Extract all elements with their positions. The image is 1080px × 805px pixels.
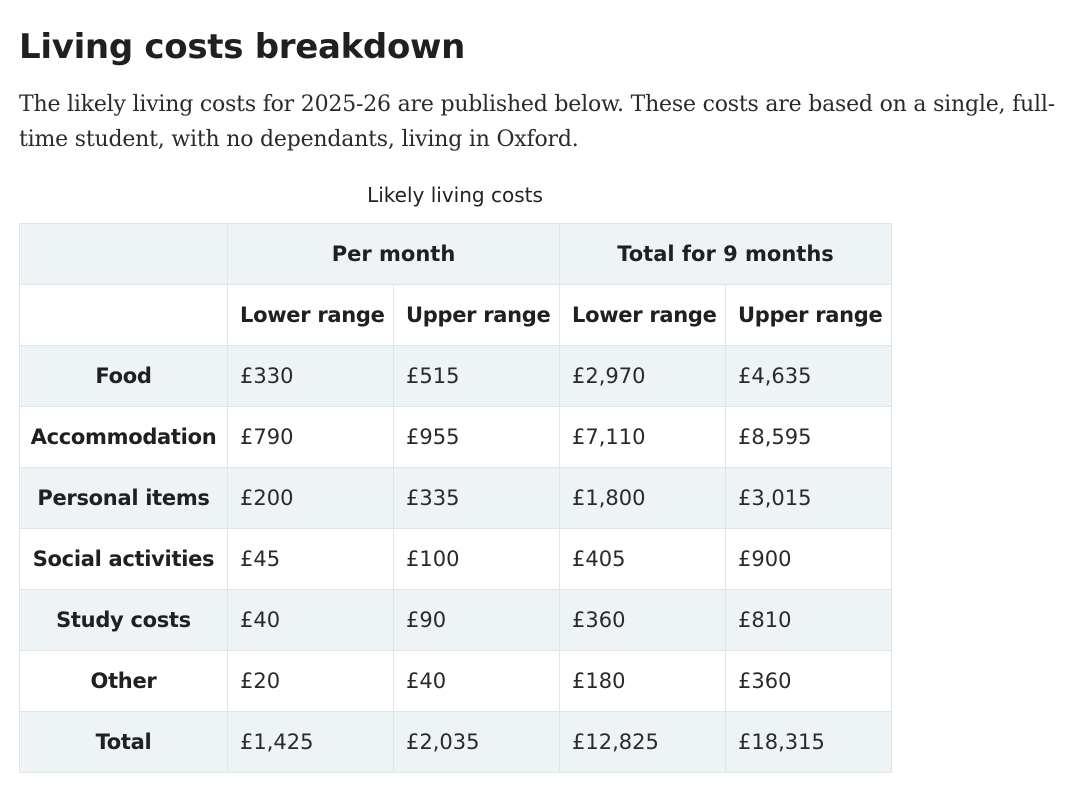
cell-value: £360 <box>559 589 726 651</box>
row-label: Social activities <box>19 528 228 590</box>
cell-value: £810 <box>725 589 892 651</box>
cell-value: £2,035 <box>393 711 560 773</box>
cell-value: £1,425 <box>227 711 394 773</box>
subheader-monthly-lower: Lower range <box>227 284 394 346</box>
cell-value: £7,110 <box>559 406 726 468</box>
cell-value: £200 <box>227 467 394 529</box>
table-row: Accommodation £790 £955 £7,110 £8,595 <box>19 406 892 468</box>
cell-value: £40 <box>227 589 394 651</box>
cell-value: £790 <box>227 406 394 468</box>
cell-value: £90 <box>393 589 560 651</box>
table-row: Food £330 £515 £2,970 £4,635 <box>19 345 892 407</box>
intro-paragraph: The likely living costs for 2025-26 are … <box>19 92 1055 152</box>
cell-value: £360 <box>725 650 892 712</box>
cell-value: £45 <box>227 528 394 590</box>
row-label: Total <box>19 711 228 773</box>
table-row: Other £20 £40 £180 £360 <box>19 650 892 712</box>
subheader-monthly-upper: Upper range <box>393 284 560 346</box>
cell-value: £2,970 <box>559 345 726 407</box>
header-per-month: Per month <box>227 223 560 285</box>
cell-value: £900 <box>725 528 892 590</box>
cell-value: £955 <box>393 406 560 468</box>
cell-value: £405 <box>559 528 726 590</box>
table-group-header-row: Per month Total for 9 months <box>19 223 892 285</box>
table-row-total: Total £1,425 £2,035 £12,825 £18,315 <box>19 711 892 773</box>
row-label: Accommodation <box>19 406 228 468</box>
cell-value: £40 <box>393 650 560 712</box>
row-label: Food <box>19 345 228 407</box>
row-label: Study costs <box>19 589 228 651</box>
subheader-total-upper: Upper range <box>725 284 892 346</box>
cell-value: £180 <box>559 650 726 712</box>
cell-value: £20 <box>227 650 394 712</box>
table-row: Social activities £45 £100 £405 £900 <box>19 528 892 590</box>
table-row: Study costs £40 £90 £360 £810 <box>19 589 892 651</box>
table-row: Personal items £200 £335 £1,800 £3,015 <box>19 467 892 529</box>
cell-value: £515 <box>393 345 560 407</box>
table-sub-header-row: Lower range Upper range Lower range Uppe… <box>19 284 892 346</box>
cell-value: £100 <box>393 528 560 590</box>
row-label: Other <box>19 650 228 712</box>
cell-value: £1,800 <box>559 467 726 529</box>
cell-value: £8,595 <box>725 406 892 468</box>
subheader-total-lower: Lower range <box>559 284 726 346</box>
header-total-9-months: Total for 9 months <box>559 223 892 285</box>
empty-sub-corner-cell <box>19 284 228 346</box>
table-caption: Likely living costs <box>367 183 543 207</box>
cell-value: £4,635 <box>725 345 892 407</box>
page-title: Living costs breakdown <box>19 27 466 67</box>
cell-value: £3,015 <box>725 467 892 529</box>
cell-value: £18,315 <box>725 711 892 773</box>
cell-value: £12,825 <box>559 711 726 773</box>
cell-value: £335 <box>393 467 560 529</box>
living-costs-table: Per month Total for 9 months Lower range… <box>19 223 892 773</box>
empty-corner-cell <box>19 223 228 285</box>
row-label: Personal items <box>19 467 228 529</box>
cell-value: £330 <box>227 345 394 407</box>
